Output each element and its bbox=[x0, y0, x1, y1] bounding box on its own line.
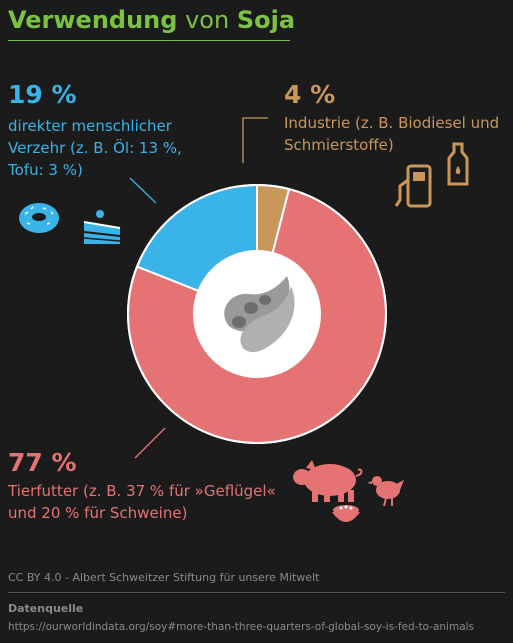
chicken-icon bbox=[367, 476, 404, 507]
human-percent: 19 % bbox=[8, 80, 77, 109]
soybean-pod-icon bbox=[224, 276, 295, 353]
license-text: CC BY 4.0 - Albert Schweitzer Stiftung f… bbox=[8, 571, 320, 584]
donut-icon bbox=[19, 203, 59, 233]
title-underline bbox=[8, 40, 290, 41]
chart-title: Verwendung von Soja bbox=[8, 6, 295, 34]
feed-label-line-2: und 20 % für Schweine) bbox=[8, 504, 188, 522]
industry-leader-line bbox=[242, 117, 268, 163]
feed-bowl-icon bbox=[332, 505, 360, 522]
title-part-3: Soja bbox=[236, 6, 296, 34]
title-part-1: Verwendung bbox=[8, 6, 178, 34]
footer-divider bbox=[8, 592, 505, 593]
oil-bottle-icon bbox=[447, 142, 469, 186]
feed-percent: 77 % bbox=[8, 448, 77, 477]
title-part-2: von bbox=[177, 6, 237, 34]
feed-leader-line bbox=[134, 427, 166, 459]
industry-percent: 4 % bbox=[284, 80, 336, 109]
pig-icon bbox=[293, 460, 363, 502]
industry-label-line-2: Schmierstoffe) bbox=[284, 136, 394, 154]
donut-outline bbox=[127, 184, 387, 444]
fuel-pump-icon bbox=[394, 164, 432, 208]
human-label-line-3: Tofu: 3 %) bbox=[8, 161, 83, 179]
human-label-line-2: Verzehr (z. B. Öl: 13 %, bbox=[8, 139, 182, 157]
cake-icon bbox=[83, 210, 121, 244]
industry-label: Industrie (z. B. Biodiesel und Schmierst… bbox=[284, 112, 499, 156]
industry-label-line-1: Industrie (z. B. Biodiesel und bbox=[284, 114, 500, 132]
human-label-line-1: direkter menschlicher bbox=[8, 117, 172, 135]
human-label: direkter menschlicher Verzehr (z. B. Öl:… bbox=[8, 115, 182, 181]
source-heading: Datenquelle bbox=[8, 602, 84, 615]
feed-label-line-1: Tierfutter (z. B. 37 % für »Geflügel« bbox=[8, 482, 276, 500]
source-link[interactable]: https://ourworldindata.org/soy#more-than… bbox=[8, 621, 475, 633]
feed-label: Tierfutter (z. B. 37 % für »Geflügel« un… bbox=[8, 480, 276, 524]
human-leader-line bbox=[129, 177, 157, 204]
